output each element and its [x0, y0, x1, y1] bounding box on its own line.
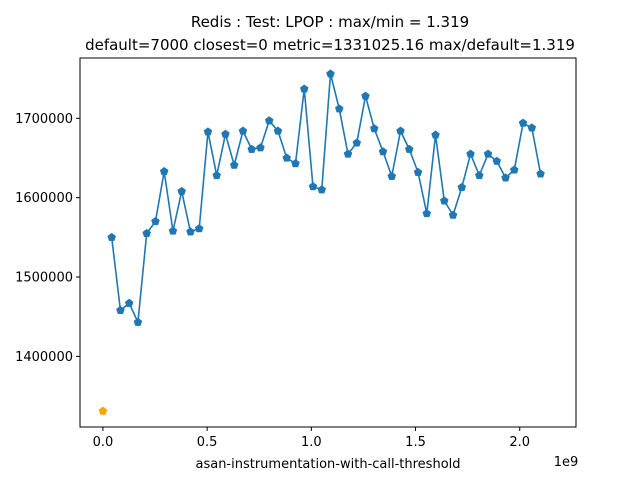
data-point [431, 130, 440, 139]
x-tick-label: 0.0 [93, 435, 114, 450]
data-point [439, 196, 449, 205]
data-point [291, 159, 300, 168]
data-point [186, 227, 195, 236]
x-tick-label: 1.0 [301, 435, 322, 450]
data-point [475, 170, 484, 180]
data-point [448, 210, 458, 219]
default-data-point [98, 406, 108, 415]
x-axis: 0.0 0.5 1.0 1.5 2.0 [93, 427, 530, 450]
data-point [404, 144, 414, 153]
data-point [536, 169, 545, 178]
data-point [124, 298, 134, 307]
plot-area [98, 69, 545, 415]
data-point [492, 156, 502, 165]
data-point [308, 182, 318, 191]
data-point [238, 126, 248, 135]
data-point [212, 170, 222, 180]
y-tick-label: 1600000 [15, 191, 73, 206]
data-point [369, 124, 379, 133]
data-point [273, 126, 283, 135]
plot-frame [79, 57, 577, 428]
data-point [151, 216, 160, 226]
data-point [361, 91, 370, 100]
series-line [110, 73, 542, 324]
x-axis-offset-label: 1e9 [554, 455, 579, 470]
data-point [326, 69, 335, 78]
data-point [352, 138, 362, 147]
data-point [116, 305, 125, 314]
x-axis-label: asan-instrumentation-with-call-threshold [195, 457, 460, 472]
data-point [256, 143, 265, 152]
data-point [483, 149, 493, 158]
data-point [396, 126, 405, 135]
data-point [107, 232, 116, 241]
data-point [159, 166, 169, 176]
data-point [378, 147, 388, 156]
chart-title: Redis : Test: LPOP : max/min = 1.319 [191, 13, 469, 31]
data-point [317, 185, 327, 194]
data-point [387, 171, 397, 180]
chart-subtitle: default=7000 closest=0 metric=1331025.16… [85, 36, 575, 54]
y-tick-label: 1400000 [15, 350, 73, 365]
data-point [334, 104, 344, 113]
x-tick-label: 0.5 [197, 435, 218, 450]
y-tick-label: 1700000 [15, 112, 73, 127]
data-point [518, 118, 528, 127]
data-point [142, 228, 151, 238]
data-point [247, 144, 257, 153]
x-tick-label: 1.5 [405, 435, 426, 450]
data-point [422, 209, 432, 218]
data-point [466, 149, 475, 158]
data-point [299, 84, 309, 93]
data-point [194, 224, 204, 233]
data-point [457, 182, 467, 191]
data-point [501, 173, 510, 182]
data-point [203, 127, 213, 136]
data-point [177, 186, 186, 195]
data-point [343, 149, 353, 158]
data-point [413, 167, 423, 176]
data-point [264, 116, 274, 125]
data-point [229, 160, 239, 169]
x-tick-label: 2.0 [509, 435, 530, 450]
data-point [282, 153, 292, 162]
y-axis: 1400000 1500000 1600000 1700000 [15, 112, 80, 365]
data-point [527, 123, 537, 132]
data-point [168, 226, 178, 235]
y-tick-label: 1500000 [15, 271, 73, 286]
data-point [221, 129, 230, 138]
data-point [510, 165, 519, 174]
data-point [133, 317, 143, 326]
